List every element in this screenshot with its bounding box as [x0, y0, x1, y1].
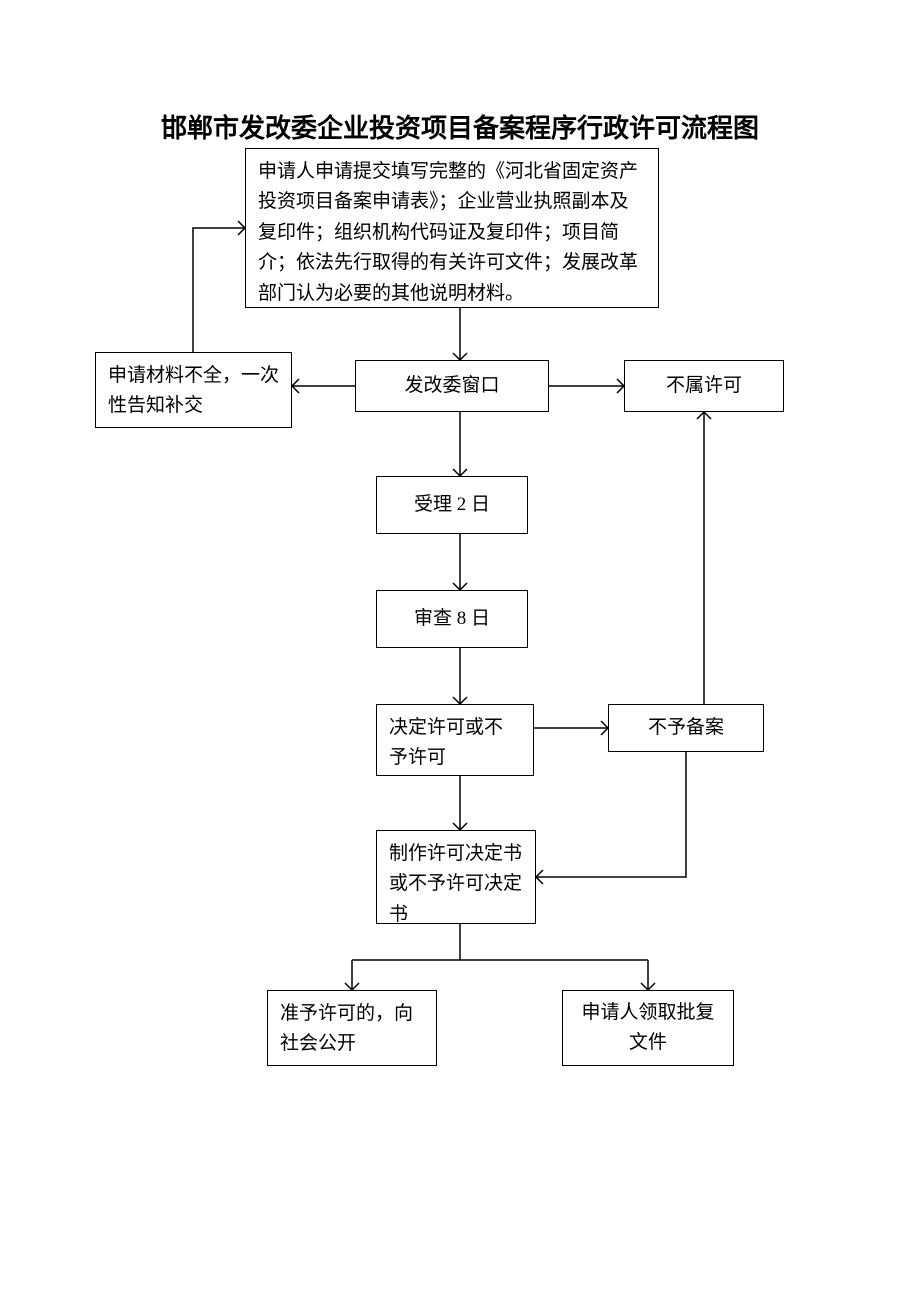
node-publish: 准予许可的，向社会公开 [267, 990, 437, 1066]
node-applicant-submit: 申请人申请提交填写完整的《河北省固定资产投资项目备案申请表》；企业营业执照副本及… [245, 148, 659, 308]
node-make-decision-doc: 制作许可决定书或不予许可决定书 [376, 830, 536, 924]
node-incomplete-notice: 申请材料不全，一次性告知补交 [95, 352, 292, 428]
node-window: 发改委窗口 [355, 360, 549, 412]
node-no-filing: 不予备案 [608, 704, 764, 752]
node-receive-reply: 申请人领取批复文件 [562, 990, 734, 1066]
node-decide: 决定许可或不予许可 [376, 704, 534, 776]
node-accept-2days: 受理 2 日 [376, 476, 528, 534]
node-not-permit: 不属许可 [624, 360, 784, 412]
diagram-title: 邯郸市发改委企业投资项目备案程序行政许可流程图 [0, 108, 920, 145]
node-review-8days: 审查 8 日 [376, 590, 528, 648]
